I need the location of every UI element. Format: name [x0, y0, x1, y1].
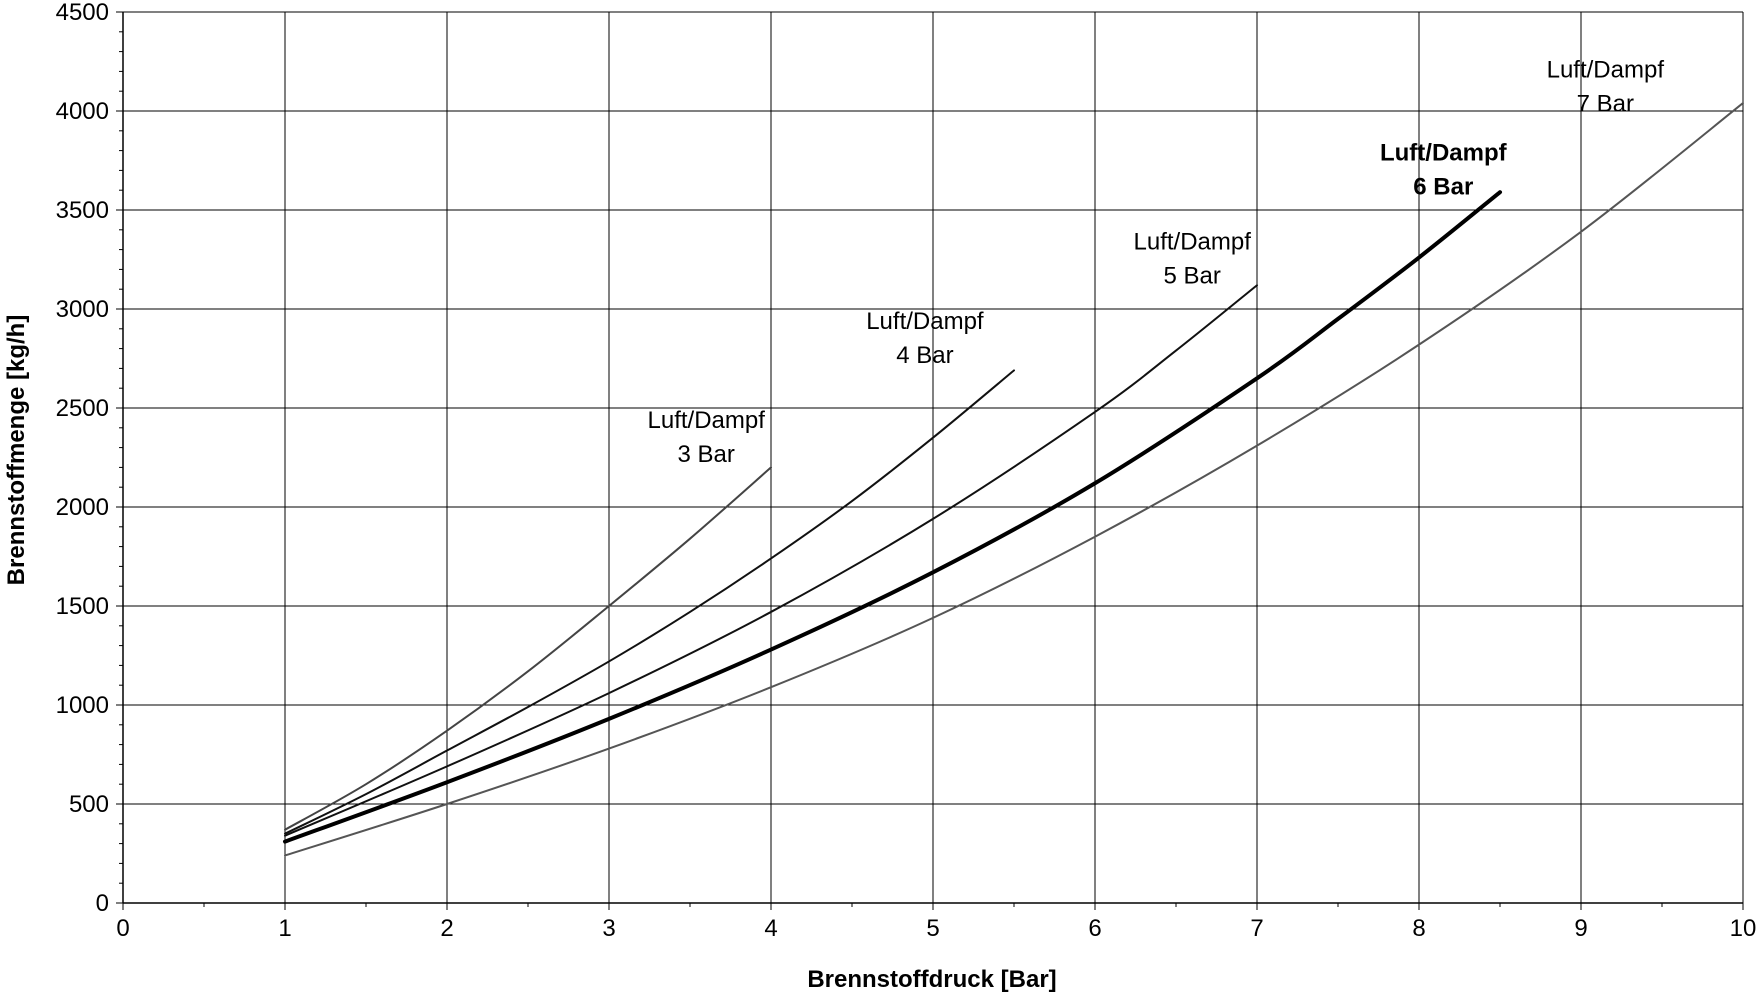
x-tick-label: 10 [1730, 915, 1757, 942]
series-label-5-line1: Luft/Dampf [1547, 56, 1665, 83]
series-line-5 [284, 102, 1744, 857]
y-tick-label: 500 [69, 791, 109, 818]
x-tick-label: 7 [1250, 915, 1263, 942]
y-tick-label: 3000 [56, 296, 109, 323]
x-axis-title: Brennstoffdruck [Bar] [807, 966, 1056, 993]
y-tick-label: 0 [96, 890, 109, 917]
x-tick-label: 3 [602, 915, 615, 942]
series-label-3-line2: 5 Bar [1164, 263, 1221, 290]
series-label-4-line2: 6 Bar [1413, 174, 1473, 201]
series-label-4-line1: Luft/Dampf [1380, 140, 1508, 167]
series-label-2-line1: Luft/Dampf [866, 308, 984, 335]
series-line-2 [284, 369, 1015, 835]
series-lines [283, 102, 1744, 857]
y-ticks: 0 500 1000 1500 2000 2500 3000 3500 4000 4500 [56, 0, 123, 917]
series-line-1 [284, 466, 772, 831]
x-tick-label: 2 [440, 915, 453, 942]
series-label-2-line2: 4 Bar [896, 342, 953, 369]
y-tick-label: 2000 [56, 494, 109, 521]
x-tick-label: 5 [926, 915, 939, 942]
series-label-3-line1: Luft/Dampf [1134, 229, 1252, 256]
x-ticks: 0 1 2 3 4 5 6 7 8 9 10 [116, 903, 1756, 942]
y-tick-label: 4500 [56, 0, 109, 26]
y-axis-title: Brennstoffmenge [kg/h] [3, 315, 30, 586]
x-tick-label: 8 [1412, 915, 1425, 942]
series-label-1-line1: Luft/Dampf [648, 407, 766, 434]
grid [122, 11, 1744, 904]
series-label-1-line2: 3 Bar [678, 441, 735, 468]
x-tick-label: 4 [764, 915, 777, 942]
x-tick-label: 6 [1088, 915, 1101, 942]
series-labels: Luft/Dampf 3 Bar Luft/Dampf 4 Bar Luft/Dampf… [648, 56, 1665, 467]
y-tick-label: 1000 [56, 692, 109, 719]
x-tick-label: 9 [1574, 915, 1587, 942]
x-tick-label: 0 [116, 915, 129, 942]
series-label-5-line2: 7 Bar [1577, 90, 1634, 117]
x-tick-label: 1 [278, 915, 291, 942]
y-tick-label: 3500 [56, 197, 109, 224]
y-tick-label: 2500 [56, 395, 109, 422]
series-line-3 [284, 284, 1258, 837]
series-line-4 [283, 190, 1502, 844]
y-tick-label: 1500 [56, 593, 109, 620]
y-tick-label: 4000 [56, 98, 109, 125]
